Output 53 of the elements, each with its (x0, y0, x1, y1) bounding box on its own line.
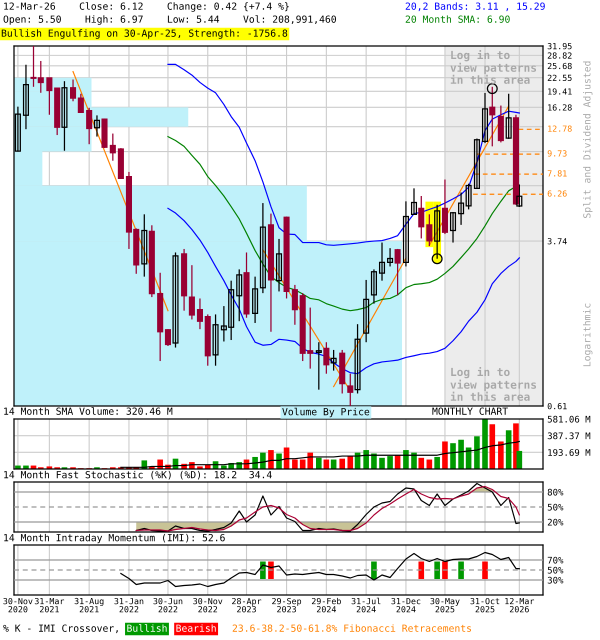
x-tick-label: 28-Apr 2023 (232, 598, 262, 612)
x-tick-label: 31-Jan 2022 (114, 598, 144, 612)
annotation: Log in to view patterns in this area (450, 366, 536, 401)
y-tick-label: 30% (548, 576, 564, 584)
x-tick-label: 31-Mar 2021 (34, 598, 64, 612)
y-tick-label: 25.68 (548, 62, 572, 70)
chart-title: 12-Mar-26 Close: 6.12 Change: 0.42 {+7.4 %} (4, 2, 289, 12)
x-tick-label: 31-Dec 2024 (391, 598, 420, 612)
chart-title: 14 Month Intraday Momentum (IMI): 52.6 (4, 534, 225, 544)
chart-title: 14 Month SMA Volume: 320.46 M (4, 407, 172, 415)
y-tick-label: 0.61 (548, 403, 567, 410)
chart-subtitle: Open: 5.50 High: 6.97 Low: 5.44 Vol: 208,991,460 (4, 15, 336, 25)
y-tick-label: 581.06 M (548, 416, 590, 423)
text: Bullish Engulfing on 30-Apr-25, Strength: -1756.8 (2, 29, 288, 39)
x-tick-label: 29-Feb 2024 (312, 598, 341, 612)
text: 20 Month SMA: 6.90 (406, 15, 510, 23)
y-tick-label: 193.69 M (548, 449, 590, 456)
text: Logarithmic (583, 304, 592, 366)
data-label: 12.78 (548, 125, 572, 132)
y-tick-label: 16.28 (548, 104, 572, 111)
y-tick-label: 50% (548, 504, 564, 511)
x-tick-label: 30-Jun 2022 (153, 598, 182, 612)
y-tick-label: 22.55 (548, 74, 572, 81)
data-label: 7.81 (548, 170, 567, 177)
text: MONTHLY CHART (432, 407, 508, 415)
y-tick-label: 31.95 (548, 43, 572, 50)
x-tick-label: 30-Nov 2022 (193, 598, 222, 612)
text: 20,2 Bands: 3.11 , 15.29 (406, 2, 545, 12)
y-tick-label: 19.41 (548, 88, 572, 95)
x-tick-label: 31-Oct 2025 (470, 598, 500, 612)
y-tick-label: 387.37 M (548, 432, 590, 440)
y-tick-label: 50% (548, 566, 564, 574)
y-axis-title: Split and Dividend Adjusted (583, 61, 592, 218)
legend-title: % K - IMI Crossover, (3, 624, 118, 634)
text: Bullish (127, 624, 167, 632)
x-tick-label: 30-Nov 2020 (3, 598, 33, 612)
text: Volume By Price (282, 408, 370, 418)
y-tick-label: 70% (548, 556, 564, 564)
x-tick-label: 29-Sep 2023 (272, 598, 302, 612)
y-tick-label: 80% (548, 488, 564, 496)
annotation: Log in to view patterns in this area (450, 50, 536, 84)
y-tick-label: 28.82 (548, 52, 572, 59)
text: 23.6-38.2-50-61.8% Fibonacci Retracements (232, 624, 472, 632)
y-tick-label: 20% (548, 518, 564, 526)
x-tick-label: 30-May 2025 (430, 598, 460, 612)
x-tick-label: 31-Jul 2024 (352, 598, 380, 612)
text: Bearish (176, 624, 216, 632)
data-label: 9.73 (548, 150, 567, 157)
data-label: 6.26 (548, 190, 567, 197)
chart-title: 14 Month Fast Stochastic (%K) (%D): 18.2 34.4 (4, 470, 272, 480)
x-tick-label: 12-Mar 2026 (505, 598, 534, 612)
x-tick-label: 31-Aug 2021 (74, 598, 104, 612)
y-tick-label: 3.74 (548, 238, 567, 244)
